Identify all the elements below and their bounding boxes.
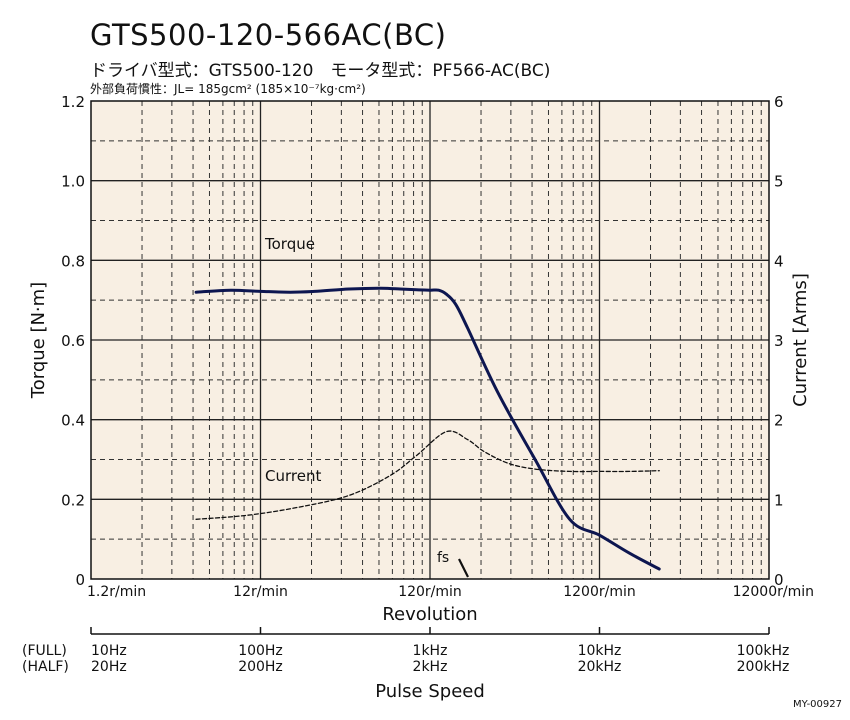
x-tick-label: 12000r/min (733, 584, 814, 600)
y-left-tick-label: 0.6 (61, 332, 85, 350)
y-right-tick-label: 5 (774, 173, 784, 191)
pulse-full-tick-label: 100kHz (737, 643, 790, 659)
y-right-tick-label: 2 (774, 412, 784, 430)
y-left-tick-label: 1.2 (61, 93, 85, 111)
x-tick-label: 1.2r/min (87, 584, 146, 600)
y-left-tick-label: 1.0 (61, 173, 85, 191)
y-left-tick-label: 0.8 (61, 252, 85, 270)
pulse-half-tick-label: 20kHz (578, 659, 622, 675)
pulse-half-tick-label: 20Hz (91, 659, 127, 675)
chart-title: GTS500-120-566AC(BC) (90, 18, 447, 52)
y-right-axis-label: Current [Arms] (790, 273, 811, 407)
pulse-half-label: (HALF) (22, 659, 69, 675)
pulse-axis-label: Pulse Speed (375, 681, 485, 702)
y-left-axis-label: Torque [N·m] (28, 282, 49, 399)
document-code: MY-00927 (793, 699, 842, 710)
x-tick-label: 1200r/min (563, 584, 636, 600)
fs-label: fs (437, 550, 449, 566)
plot-frame (90, 100, 770, 580)
current-series-line (195, 430, 660, 520)
pulse-full-tick-label: 10kHz (578, 643, 622, 659)
current-series-label: Current (265, 467, 321, 485)
y-right-tick-label: 6 (774, 93, 784, 111)
torque-series-label: Torque (264, 235, 315, 253)
y-right-tick-label: 4 (774, 252, 784, 270)
pulse-half-tick-label: 2kHz (413, 659, 448, 675)
pulse-half-tick-label: 200kHz (737, 659, 790, 675)
y-left-tick-label: 0 (75, 571, 85, 589)
load-inertia-note: 外部負荷慣性：JL= 185gcm² (185×10⁻⁷kg·cm²) (90, 82, 366, 96)
pulse-half-tick-label: 200Hz (238, 659, 283, 675)
y-left-tick-label: 0.2 (61, 491, 85, 509)
torque-series-line (194, 286, 661, 571)
y-right-tick-label: 0 (774, 571, 784, 589)
fs-marker (458, 558, 469, 578)
pulse-full-tick-label: 1kHz (413, 643, 448, 659)
y-left-tick-label: 0.4 (61, 412, 85, 430)
x-tick-label: 120r/min (398, 584, 462, 600)
y-right-tick-label: 1 (774, 491, 784, 509)
pulse-full-tick-label: 10Hz (91, 643, 127, 659)
pulse-full-label: (FULL) (22, 643, 67, 659)
chart-subtitle: ドライバ型式：GTS500-120 モータ型式：PF566-AC(BC) (90, 61, 551, 81)
x-tick-label: 12r/min (233, 584, 288, 600)
y-right-tick-label: 3 (774, 332, 784, 350)
pulse-full-tick-label: 100Hz (238, 643, 283, 659)
x-axis-label: Revolution (382, 604, 477, 625)
